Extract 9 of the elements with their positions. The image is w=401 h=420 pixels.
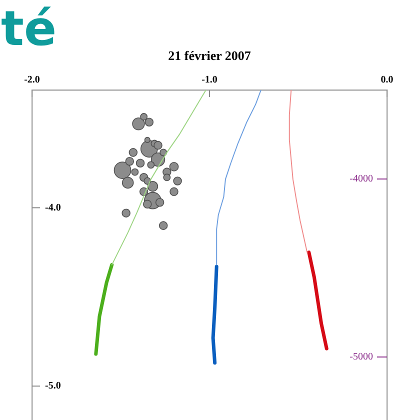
y2-tick-label: -5000 (350, 352, 373, 363)
chart-title: 21 février 2007 (168, 48, 252, 64)
x-tick-label: -1.0 (202, 74, 218, 86)
x-tick-label: -2.0 (24, 74, 40, 86)
y-tick-label: -4.0 (45, 202, 61, 214)
x-tick-label: 0.0 (380, 74, 394, 86)
text: té (1, 1, 56, 57)
y2-tick-label: -4000 (350, 174, 373, 185)
y-tick-label: -5.0 (45, 380, 61, 392)
